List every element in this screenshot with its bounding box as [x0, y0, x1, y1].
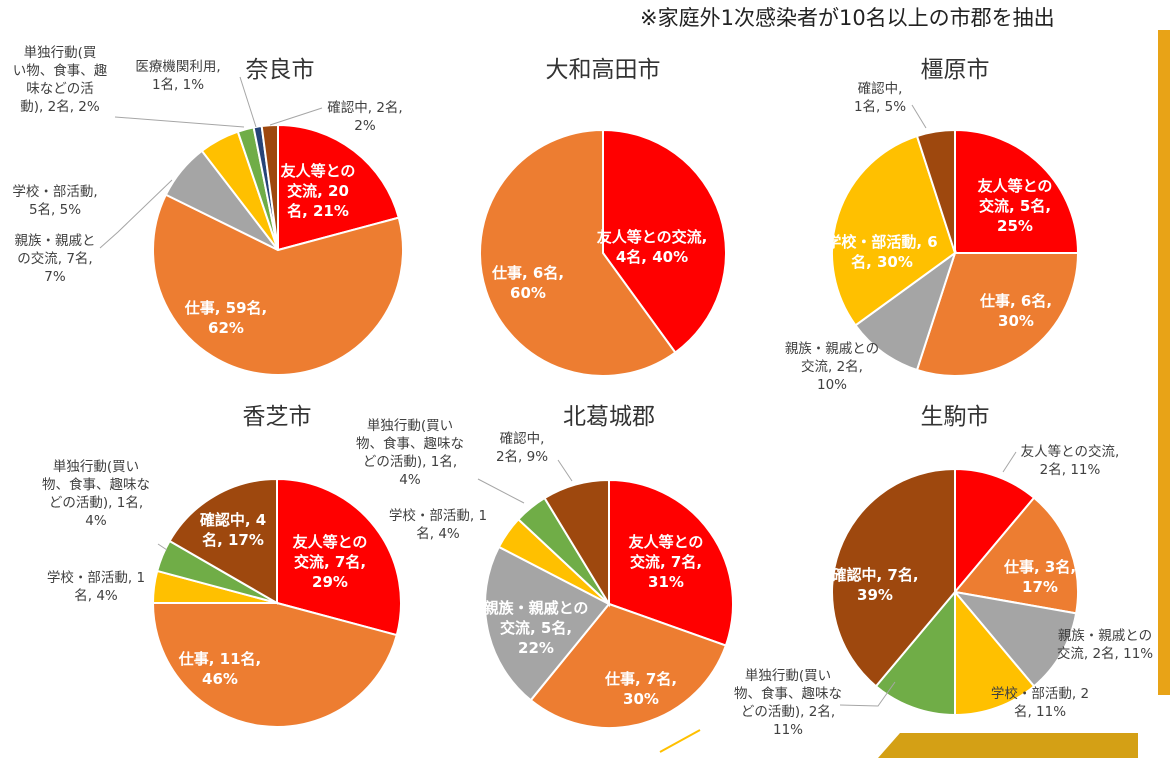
pie-slice-family [952, 590, 1078, 688]
pie-slice-friends [954, 467, 1036, 595]
data-label-school: 学校・部活動, 6 名, 30% [826, 233, 937, 271]
data-label-solo: 単独行動(買い物、食事、趣味などの活動), 1名, 4% [356, 418, 464, 488]
data-label-family: 親族・親戚との交流, 5名, 22% [484, 599, 589, 657]
pie-slice-work [529, 602, 728, 729]
pie-slice-family [484, 545, 611, 702]
pie-slice-checking [543, 478, 610, 608]
data-label-friends: 友人等との交流, 20 名, 21% [281, 162, 356, 220]
data-label-checking: 確認中, 2名, 2% [327, 100, 402, 134]
data-label-checking: 確認中, 2名, 9% [496, 431, 548, 465]
data-label-friends: 友人等との交流, 7名, 31% [629, 533, 704, 591]
chart-title: 大和高田市 [546, 57, 661, 83]
leader-line [557, 459, 573, 482]
pie-slice-friends [276, 477, 402, 637]
data-label-checking: 確認中, 1名, 5% [854, 81, 906, 115]
pie-slice-checking [915, 128, 956, 254]
data-label-work: 仕事, 7名, 30% [604, 670, 677, 708]
chart-title: 北葛城郡 [563, 404, 655, 430]
decorative-accent [659, 30, 1170, 758]
data-label-friends: 友人等との交流, 4名, 40% [597, 228, 708, 266]
data-label-family: 親族・親戚との交流, 2名, 10% [785, 341, 879, 393]
data-label-work: 仕事, 59名, 62% [184, 299, 268, 337]
leader-line [911, 104, 927, 129]
data-label-friends: 友人等との交流, 5名, 25% [978, 177, 1053, 235]
data-label-school: 学校・部活動, 2 名, 11% [991, 685, 1089, 720]
leader-line [269, 107, 323, 126]
data-label-school: 学校・部活動, 1 名, 4% [389, 507, 487, 542]
data-label-work: 仕事, 6名, 30% [979, 292, 1052, 330]
leader-line [239, 76, 257, 128]
selection-note: ※家庭外1次感染者が10名以上の市郡を抽出 [640, 6, 1055, 30]
data-label-work: 仕事, 11名, 46% [178, 650, 262, 688]
pie-slice-work [151, 602, 398, 728]
data-label-checking: 確認中, 4 名, 17% [199, 511, 266, 549]
data-label-school: 学校・部活動, 5名, 5% [12, 183, 97, 218]
leader-line [99, 179, 173, 249]
pie-slice-school [954, 589, 1036, 717]
pie-slice-checking [168, 477, 278, 605]
pie-slice-friends [602, 128, 727, 354]
data-label-work: 仕事, 3名, 17% [1003, 558, 1076, 596]
pie-slice-friends [608, 478, 734, 647]
data-label-solo: 単独行動(買い物、食事、趣味などの活動), 2名, 2% [13, 45, 108, 115]
leader-line [839, 681, 896, 707]
data-label-family: 親族・親戚との交流, 7名, 7% [15, 233, 96, 285]
data-label-checking: 確認中, 7名, 39% [830, 566, 918, 604]
data-label-friends: 友人等との交流, 7名, 29% [293, 533, 368, 591]
data-label-solo: 単独行動(買い物、食事、趣味などの活動), 2名, 11% [734, 668, 842, 738]
data-label-school: 学校・部活動, 1 名, 4% [47, 569, 145, 604]
leader-line [1002, 451, 1017, 473]
pie-slice-work [915, 252, 1080, 377]
pie-slice-school [831, 134, 957, 327]
chart-title: 橿原市 [921, 57, 990, 83]
chart-title: 香芝市 [243, 404, 312, 430]
leader-line [477, 478, 525, 504]
data-label-solo: 単独行動(買い物、食事、趣味などの活動), 1名, 4% [42, 459, 150, 529]
pie-slice-friends [954, 128, 1080, 254]
pie-slice-work [953, 496, 1079, 615]
data-label-family: 親族・親戚との交流, 2名, 11% [1057, 628, 1153, 662]
pie-slice-friends [277, 123, 400, 252]
pie-slice-checking [831, 467, 956, 688]
pie-slice-work [479, 128, 677, 377]
pie-slice-checking [260, 123, 279, 251]
pie-slice-solo [874, 589, 956, 717]
data-label-work: 仕事, 6名, 60% [491, 264, 564, 302]
pie-slice-family [854, 250, 957, 372]
data-label-medical: 医療機関利用, 1名, 1% [135, 58, 220, 93]
chart-title: 生駒市 [921, 404, 990, 430]
leader-line [157, 543, 168, 551]
leader-line [114, 116, 245, 128]
pie-slice-work [152, 193, 404, 376]
data-label-friends: 友人等との交流, 2名, 11% [1021, 443, 1120, 478]
chart-title: 奈良市 [246, 57, 315, 83]
